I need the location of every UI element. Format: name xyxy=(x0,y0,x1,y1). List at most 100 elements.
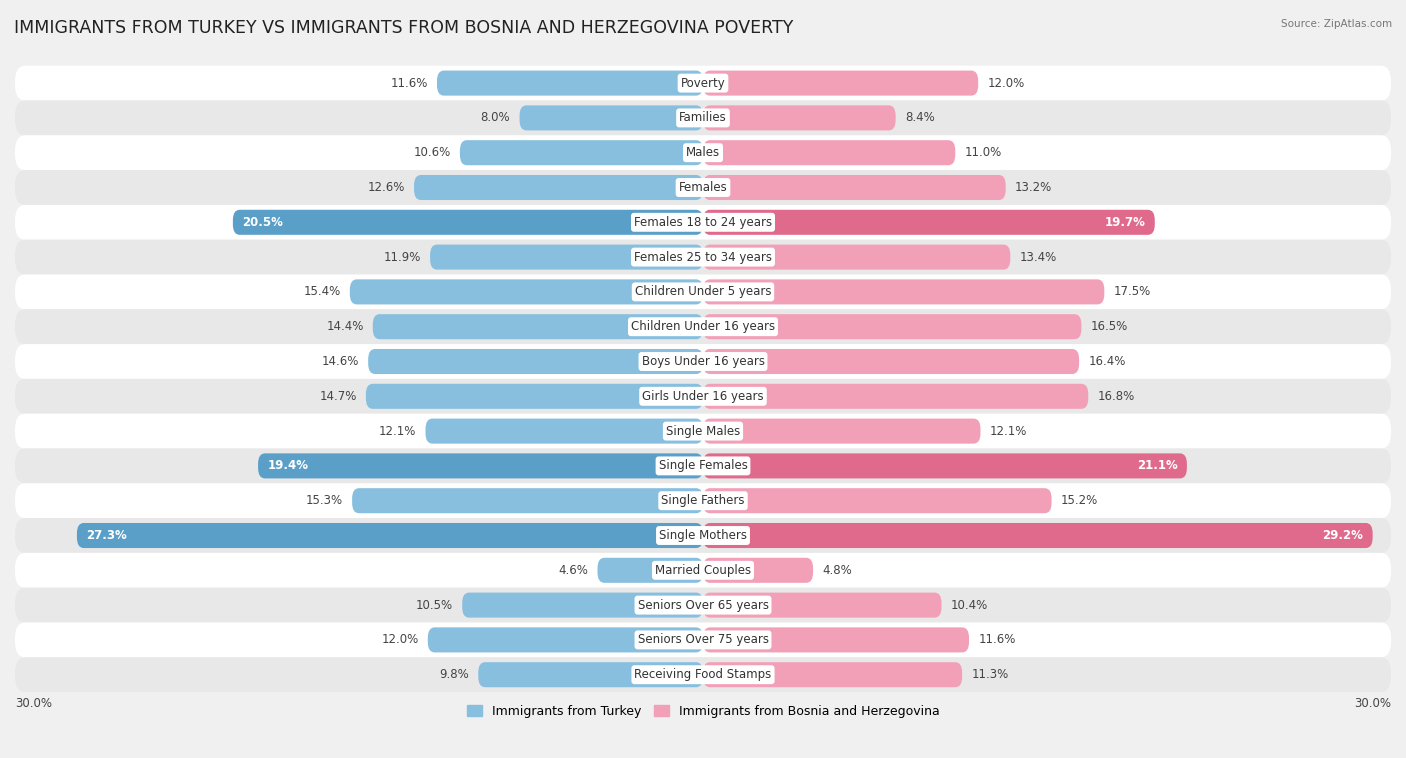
FancyBboxPatch shape xyxy=(15,449,1391,484)
Text: 12.1%: 12.1% xyxy=(380,424,416,437)
FancyBboxPatch shape xyxy=(703,384,1088,409)
FancyBboxPatch shape xyxy=(703,349,1080,374)
FancyBboxPatch shape xyxy=(15,135,1391,170)
Text: Single Females: Single Females xyxy=(658,459,748,472)
FancyBboxPatch shape xyxy=(703,70,979,96)
FancyBboxPatch shape xyxy=(703,453,1187,478)
FancyBboxPatch shape xyxy=(15,657,1391,692)
Text: 14.4%: 14.4% xyxy=(326,320,364,334)
Legend: Immigrants from Turkey, Immigrants from Bosnia and Herzegovina: Immigrants from Turkey, Immigrants from … xyxy=(461,700,945,723)
Text: 8.0%: 8.0% xyxy=(481,111,510,124)
Text: IMMIGRANTS FROM TURKEY VS IMMIGRANTS FROM BOSNIA AND HERZEGOVINA POVERTY: IMMIGRANTS FROM TURKEY VS IMMIGRANTS FRO… xyxy=(14,19,793,37)
FancyBboxPatch shape xyxy=(703,593,942,618)
FancyBboxPatch shape xyxy=(703,314,1081,340)
Text: 10.4%: 10.4% xyxy=(950,599,988,612)
Text: Seniors Over 75 years: Seniors Over 75 years xyxy=(637,634,769,647)
Text: 21.1%: 21.1% xyxy=(1137,459,1178,472)
Text: 4.6%: 4.6% xyxy=(558,564,588,577)
FancyBboxPatch shape xyxy=(15,379,1391,414)
Text: 10.5%: 10.5% xyxy=(416,599,453,612)
Text: 10.6%: 10.6% xyxy=(413,146,451,159)
Text: 13.2%: 13.2% xyxy=(1015,181,1052,194)
Text: 16.8%: 16.8% xyxy=(1098,390,1135,402)
FancyBboxPatch shape xyxy=(703,245,1011,270)
FancyBboxPatch shape xyxy=(426,418,703,443)
FancyBboxPatch shape xyxy=(478,662,703,688)
Text: 9.8%: 9.8% xyxy=(439,669,470,681)
FancyBboxPatch shape xyxy=(15,553,1391,587)
FancyBboxPatch shape xyxy=(15,66,1391,101)
Text: 12.0%: 12.0% xyxy=(987,77,1025,89)
Text: Single Fathers: Single Fathers xyxy=(661,494,745,507)
FancyBboxPatch shape xyxy=(15,101,1391,135)
Text: 27.3%: 27.3% xyxy=(86,529,127,542)
FancyBboxPatch shape xyxy=(15,622,1391,657)
Text: Males: Males xyxy=(686,146,720,159)
Text: 14.7%: 14.7% xyxy=(319,390,357,402)
Text: Poverty: Poverty xyxy=(681,77,725,89)
FancyBboxPatch shape xyxy=(703,280,1104,305)
FancyBboxPatch shape xyxy=(15,240,1391,274)
Text: 8.4%: 8.4% xyxy=(905,111,935,124)
FancyBboxPatch shape xyxy=(598,558,703,583)
FancyBboxPatch shape xyxy=(703,175,1005,200)
FancyBboxPatch shape xyxy=(15,205,1391,240)
Text: Seniors Over 65 years: Seniors Over 65 years xyxy=(637,599,769,612)
Text: Children Under 5 years: Children Under 5 years xyxy=(634,286,772,299)
FancyBboxPatch shape xyxy=(373,314,703,340)
Text: Families: Families xyxy=(679,111,727,124)
FancyBboxPatch shape xyxy=(703,140,955,165)
Text: 11.9%: 11.9% xyxy=(384,251,420,264)
FancyBboxPatch shape xyxy=(427,628,703,653)
Text: 11.3%: 11.3% xyxy=(972,669,1008,681)
FancyBboxPatch shape xyxy=(430,245,703,270)
Text: 30.0%: 30.0% xyxy=(1354,697,1391,710)
FancyBboxPatch shape xyxy=(703,488,1052,513)
Text: Girls Under 16 years: Girls Under 16 years xyxy=(643,390,763,402)
Text: Receiving Food Stamps: Receiving Food Stamps xyxy=(634,669,772,681)
FancyBboxPatch shape xyxy=(413,175,703,200)
Text: 12.0%: 12.0% xyxy=(381,634,419,647)
Text: 29.2%: 29.2% xyxy=(1323,529,1364,542)
Text: 20.5%: 20.5% xyxy=(242,216,283,229)
Text: 19.7%: 19.7% xyxy=(1105,216,1146,229)
Text: 17.5%: 17.5% xyxy=(1114,286,1150,299)
FancyBboxPatch shape xyxy=(15,587,1391,622)
FancyBboxPatch shape xyxy=(350,280,703,305)
FancyBboxPatch shape xyxy=(703,210,1154,235)
FancyBboxPatch shape xyxy=(703,418,980,443)
FancyBboxPatch shape xyxy=(703,523,1372,548)
Text: 15.2%: 15.2% xyxy=(1060,494,1098,507)
FancyBboxPatch shape xyxy=(15,344,1391,379)
Text: 11.0%: 11.0% xyxy=(965,146,1001,159)
FancyBboxPatch shape xyxy=(366,384,703,409)
Text: Females 25 to 34 years: Females 25 to 34 years xyxy=(634,251,772,264)
FancyBboxPatch shape xyxy=(460,140,703,165)
FancyBboxPatch shape xyxy=(368,349,703,374)
Text: 11.6%: 11.6% xyxy=(391,77,427,89)
Text: 16.4%: 16.4% xyxy=(1088,355,1126,368)
Text: Females 18 to 24 years: Females 18 to 24 years xyxy=(634,216,772,229)
FancyBboxPatch shape xyxy=(352,488,703,513)
Text: 19.4%: 19.4% xyxy=(267,459,308,472)
FancyBboxPatch shape xyxy=(437,70,703,96)
FancyBboxPatch shape xyxy=(15,414,1391,449)
FancyBboxPatch shape xyxy=(15,518,1391,553)
Text: Source: ZipAtlas.com: Source: ZipAtlas.com xyxy=(1281,19,1392,29)
Text: 30.0%: 30.0% xyxy=(15,697,52,710)
Text: 14.6%: 14.6% xyxy=(322,355,359,368)
Text: Females: Females xyxy=(679,181,727,194)
FancyBboxPatch shape xyxy=(703,628,969,653)
Text: Married Couples: Married Couples xyxy=(655,564,751,577)
Text: 15.3%: 15.3% xyxy=(307,494,343,507)
FancyBboxPatch shape xyxy=(703,558,813,583)
Text: 15.4%: 15.4% xyxy=(304,286,340,299)
FancyBboxPatch shape xyxy=(259,453,703,478)
FancyBboxPatch shape xyxy=(703,662,962,688)
FancyBboxPatch shape xyxy=(233,210,703,235)
Text: Children Under 16 years: Children Under 16 years xyxy=(631,320,775,334)
Text: 12.6%: 12.6% xyxy=(367,181,405,194)
Text: 4.8%: 4.8% xyxy=(823,564,852,577)
Text: Single Mothers: Single Mothers xyxy=(659,529,747,542)
FancyBboxPatch shape xyxy=(77,523,703,548)
